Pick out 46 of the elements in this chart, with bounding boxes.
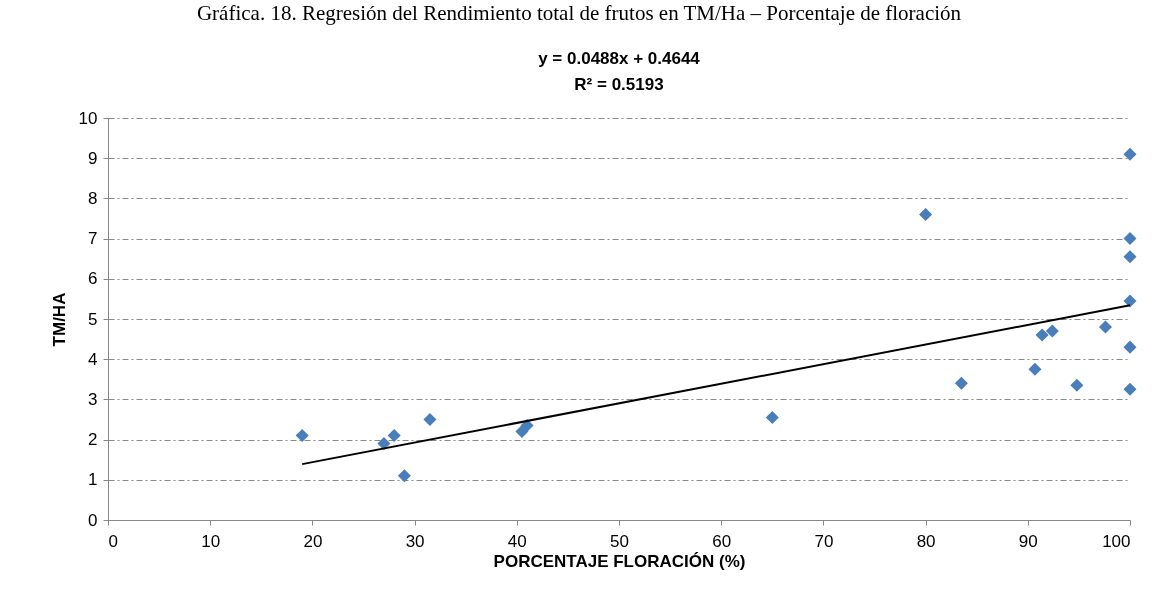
x-tick-label: 90 xyxy=(1018,531,1038,551)
y-tick-label: 9 xyxy=(88,148,98,168)
point xyxy=(954,376,968,390)
point xyxy=(1070,378,1084,392)
x-axis-title: PORCENTAJE FLORACIÓN (%) xyxy=(493,551,746,571)
point xyxy=(765,410,779,425)
text: R² = 0.5193 xyxy=(574,75,664,94)
point xyxy=(387,429,401,443)
point xyxy=(1123,250,1137,264)
point xyxy=(397,469,411,483)
y-axis-title: TM/HA xyxy=(49,292,69,347)
point xyxy=(919,207,933,221)
y-tick-label: 10 xyxy=(78,108,98,128)
x-tick-label: 70 xyxy=(814,531,834,551)
y-tick-label: 6 xyxy=(88,269,98,289)
x-tick-label: 50 xyxy=(610,531,629,551)
point xyxy=(1098,320,1112,334)
point xyxy=(1123,147,1137,161)
point xyxy=(1123,232,1137,246)
y-tick-label: 4 xyxy=(88,349,98,369)
point xyxy=(1123,382,1137,396)
y-tick-label: 3 xyxy=(88,389,98,409)
text: y = 0.0488x + 0.4644 xyxy=(538,49,701,68)
x-tick-label: 60 xyxy=(712,531,732,551)
x-tick-label: 80 xyxy=(916,531,936,551)
point xyxy=(423,412,437,427)
x-tick-label: 30 xyxy=(405,531,425,551)
y-tick-label: 0 xyxy=(88,510,98,530)
y-tick-label: 1 xyxy=(88,470,98,490)
x-tick-label: 0 xyxy=(108,531,118,551)
x-tick-label: 100 xyxy=(1102,531,1131,551)
point xyxy=(1123,340,1137,354)
x-tick-label: 40 xyxy=(507,531,527,551)
y-tick-label: 2 xyxy=(88,430,98,450)
y-tick-label: 7 xyxy=(88,229,98,249)
y-tick-label: 5 xyxy=(88,309,98,329)
point xyxy=(1028,362,1042,376)
point xyxy=(1123,294,1137,308)
chart-title: Gráfica. 18. Regresión del Rendimiento total de frutos en TM/Ha – Porcentaje de floración xyxy=(196,1,962,25)
point xyxy=(1045,324,1059,338)
point xyxy=(520,419,534,433)
y-tick-label: 8 xyxy=(88,188,98,208)
x-tick-label: 20 xyxy=(303,531,323,551)
point xyxy=(295,429,309,443)
point xyxy=(1035,328,1049,342)
x-tick-label: 10 xyxy=(201,531,221,551)
